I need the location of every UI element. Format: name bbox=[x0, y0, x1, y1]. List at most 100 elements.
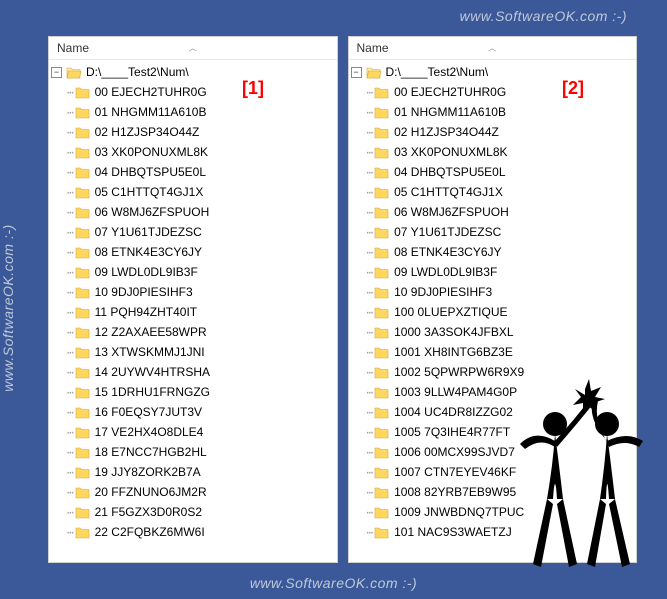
tree-item[interactable]: ⋯ 03 XK0PONUXML8K bbox=[349, 142, 637, 162]
tree-item[interactable]: ⋯09 LWDL0DL9IB3F bbox=[349, 262, 637, 282]
tree-item[interactable]: ⋯ 20 FFZNUNO6JM2R bbox=[49, 482, 337, 502]
tree-item[interactable]: ⋯05 C1HTTQT4GJ1X bbox=[349, 182, 637, 202]
tree-item[interactable]: ⋯17 VE2HX4O8DLE4 bbox=[49, 422, 337, 442]
header-label: Name bbox=[57, 41, 89, 55]
item-label: 18 E7NCC7HGB2HL bbox=[95, 445, 207, 459]
item-label: 04 DHBQTSPU5E0L bbox=[394, 165, 505, 179]
tree-item[interactable]: ⋯10 9DJ0PIESIHF3 bbox=[49, 282, 337, 302]
tree-item[interactable]: ⋯ 16 F0EQSY7JUT3V bbox=[49, 402, 337, 422]
tree-line-icon: ⋯ bbox=[367, 186, 373, 199]
tree-item[interactable]: ⋯00 EJECH2TUHR0G bbox=[349, 82, 637, 102]
tree-line-icon: ⋯ bbox=[367, 246, 373, 259]
marker-left: [1] bbox=[242, 78, 264, 99]
tree-item[interactable]: ⋯10 9DJ0PIESIHF3 bbox=[349, 282, 637, 302]
tree-item[interactable]: ⋯ 08 ETNK4E3CY6JY bbox=[349, 242, 637, 262]
tree-item[interactable]: ⋯07 Y1U61TJDEZSC bbox=[349, 222, 637, 242]
tree-item[interactable]: ⋯ 03 XK0PONUXML8K bbox=[49, 142, 337, 162]
tree-line-icon: ⋯ bbox=[367, 106, 373, 119]
collapse-icon[interactable]: − bbox=[351, 67, 362, 78]
item-label: 02 H1ZJSP34O44Z bbox=[394, 125, 499, 139]
tree-item[interactable]: ⋯00 EJECH2TUHR0G bbox=[49, 82, 337, 102]
tree-item[interactable]: ⋯09 LWDL0DL9IB3F bbox=[49, 262, 337, 282]
item-label: 06 W8MJ6ZFSPUOH bbox=[394, 205, 509, 219]
tree-line-icon: ⋯ bbox=[367, 366, 373, 379]
tree-line-icon: ⋯ bbox=[367, 206, 373, 219]
tree-item[interactable]: ⋯1001 XH8INTG6BZ3E bbox=[349, 342, 637, 362]
tree-item[interactable]: ⋯05 C1HTTQT4GJ1X bbox=[49, 182, 337, 202]
tree-line-icon: ⋯ bbox=[367, 166, 373, 179]
tree-item[interactable]: ⋯ 01 NHGMM11A610B bbox=[349, 102, 637, 122]
item-label: 10 9DJ0PIESIHF3 bbox=[95, 285, 193, 299]
tree-line-icon: ⋯ bbox=[67, 346, 73, 359]
tree-line-icon: ⋯ bbox=[67, 86, 73, 99]
tree-item[interactable]: ⋯ 18 E7NCC7HGB2HL bbox=[49, 442, 337, 462]
tree-line-icon: ⋯ bbox=[67, 426, 73, 439]
marker-right: [2] bbox=[562, 78, 584, 99]
item-label: 20 FFZNUNO6JM2R bbox=[95, 485, 207, 499]
tree-line-icon: ⋯ bbox=[367, 346, 373, 359]
decoration-silhouette bbox=[505, 369, 655, 569]
collapse-icon[interactable]: − bbox=[51, 67, 62, 78]
tree-line-icon: ⋯ bbox=[367, 86, 373, 99]
item-label: 1008 82YRB7EB9W95 bbox=[394, 485, 516, 499]
tree-item[interactable]: ⋯ 04 DHBQTSPU5E0L bbox=[49, 162, 337, 182]
tree-line-icon: ⋯ bbox=[367, 506, 373, 519]
item-label: 19 JJY8ZORK2B7A bbox=[95, 465, 201, 479]
tree-item[interactable]: ⋯100 0LUEPXZTIQUE bbox=[349, 302, 637, 322]
tree-item[interactable]: ⋯07 Y1U61TJDEZSC bbox=[49, 222, 337, 242]
tree-line-icon: ⋯ bbox=[67, 486, 73, 499]
item-label: 1007 CTN7EYEV46KF bbox=[394, 465, 516, 479]
tree-item[interactable]: ⋯06 W8MJ6ZFSPUOH bbox=[49, 202, 337, 222]
tree-line-icon: ⋯ bbox=[67, 146, 73, 159]
tree-item[interactable]: ⋯ 19 JJY8ZORK2B7A bbox=[49, 462, 337, 482]
root-label: D:\____Test2\Num\ bbox=[386, 65, 489, 79]
tree-panel-left: Name ︿ − D:\____Test2\Num\ ⋯00 EJECH2TUHR0… bbox=[48, 36, 338, 563]
tree-item[interactable]: ⋯11 PQH94ZHT40IT bbox=[49, 302, 337, 322]
item-label: 12 Z2AXAEE58WPR bbox=[95, 325, 207, 339]
column-header[interactable]: Name ︿ bbox=[349, 37, 637, 60]
tree-item[interactable]: ⋯01 NHGMM11A610B bbox=[49, 102, 337, 122]
tree-item[interactable]: ⋯14 2UYWV4HTRSHA bbox=[49, 362, 337, 382]
tree-line-icon: ⋯ bbox=[67, 186, 73, 199]
item-label: 03 XK0PONUXML8K bbox=[95, 145, 208, 159]
watermark-left: www.SoftwareOK.com :-) bbox=[0, 224, 16, 391]
tree-line-icon: ⋯ bbox=[67, 406, 73, 419]
tree-line-icon: ⋯ bbox=[367, 306, 373, 319]
tree-item[interactable]: ⋯ 13 XTWSKMMJ1JNI bbox=[49, 342, 337, 362]
tree-line-icon: ⋯ bbox=[367, 146, 373, 159]
item-label: 16 F0EQSY7JUT3V bbox=[95, 405, 202, 419]
item-label: 09 LWDL0DL9IB3F bbox=[394, 265, 497, 279]
tree-item[interactable]: ⋯21 F5GZX3D0R0S2 bbox=[49, 502, 337, 522]
tree-root-row[interactable]: − D:\____Test2\Num\ bbox=[349, 62, 637, 82]
root-label: D:\____Test2\Num\ bbox=[86, 65, 189, 79]
item-label: 1005 7Q3IHE4R77FT bbox=[394, 425, 510, 439]
tree-item[interactable]: ⋯15 1DRHU1FRNGZG bbox=[49, 382, 337, 402]
tree-line-icon: ⋯ bbox=[367, 426, 373, 439]
tree-line-icon: ⋯ bbox=[67, 466, 73, 479]
column-header[interactable]: Name ︿ bbox=[49, 37, 337, 60]
tree-item[interactable]: ⋯ 04 DHBQTSPU5E0L bbox=[349, 162, 637, 182]
tree-line-icon: ⋯ bbox=[67, 446, 73, 459]
item-label: 13 XTWSKMMJ1JNI bbox=[95, 345, 205, 359]
tree-item[interactable]: ⋯ 06 W8MJ6ZFSPUOH bbox=[349, 202, 637, 222]
item-label: 03 XK0PONUXML8K bbox=[394, 145, 507, 159]
tree-item[interactable]: ⋯02 H1ZJSP34O44Z bbox=[49, 122, 337, 142]
tree-root-row[interactable]: − D:\____Test2\Num\ bbox=[49, 62, 337, 82]
tree-body-left: − D:\____Test2\Num\ ⋯00 EJECH2TUHR0G⋯01 NH… bbox=[49, 60, 337, 562]
tree-item[interactable]: ⋯08 ETNK4E3CY6JY bbox=[49, 242, 337, 262]
tree-item[interactable]: ⋯02 H1ZJSP34O44Z bbox=[349, 122, 637, 142]
tree-line-icon: ⋯ bbox=[67, 106, 73, 119]
sort-caret-icon: ︿ bbox=[189, 43, 197, 54]
item-label: 07 Y1U61TJDEZSC bbox=[394, 225, 501, 239]
item-label: 10 9DJ0PIESIHF3 bbox=[394, 285, 492, 299]
tree-item[interactable]: ⋯22 C2FQBKZ6MW6I bbox=[49, 522, 337, 542]
tree-item[interactable]: ⋯1000 3A3SOK4JFBXL bbox=[349, 322, 637, 342]
tree-line-icon: ⋯ bbox=[67, 166, 73, 179]
tree-line-icon: ⋯ bbox=[67, 306, 73, 319]
item-label: 08 ETNK4E3CY6JY bbox=[394, 245, 501, 259]
tree-item[interactable]: ⋯12 Z2AXAEE58WPR bbox=[49, 322, 337, 342]
item-label: 04 DHBQTSPU5E0L bbox=[95, 165, 206, 179]
item-label: 08 ETNK4E3CY6JY bbox=[95, 245, 202, 259]
tree-line-icon: ⋯ bbox=[367, 466, 373, 479]
item-label: 01 NHGMM11A610B bbox=[394, 105, 506, 119]
